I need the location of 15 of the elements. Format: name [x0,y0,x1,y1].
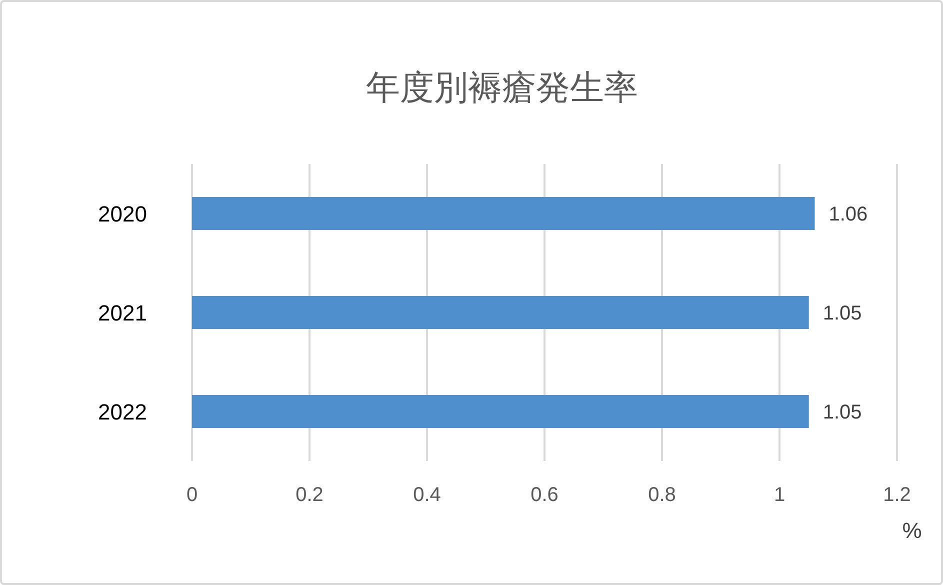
data-label: 1.05 [822,302,862,325]
x-tick-label: 0.6 [530,484,558,506]
data-label: 1.06 [828,204,868,226]
x-tick-label: 0.2 [296,484,324,506]
chart-title: 年度別褥瘡発生率 [365,68,639,109]
y-tick-label: 2021 [98,300,147,326]
y-tick-label: 2022 [98,399,147,424]
x-tick-label: 1 [774,484,786,506]
x-axis-title: % [901,517,923,545]
x-tick-label: 0.4 [413,484,441,506]
x-tick-label: 0.8 [648,484,676,506]
x-tick-label: 0 [186,484,198,506]
x-tick-label: 1.2 [883,484,911,506]
data-label: 1.05 [822,402,862,424]
y-tick-label: 2020 [98,201,147,226]
